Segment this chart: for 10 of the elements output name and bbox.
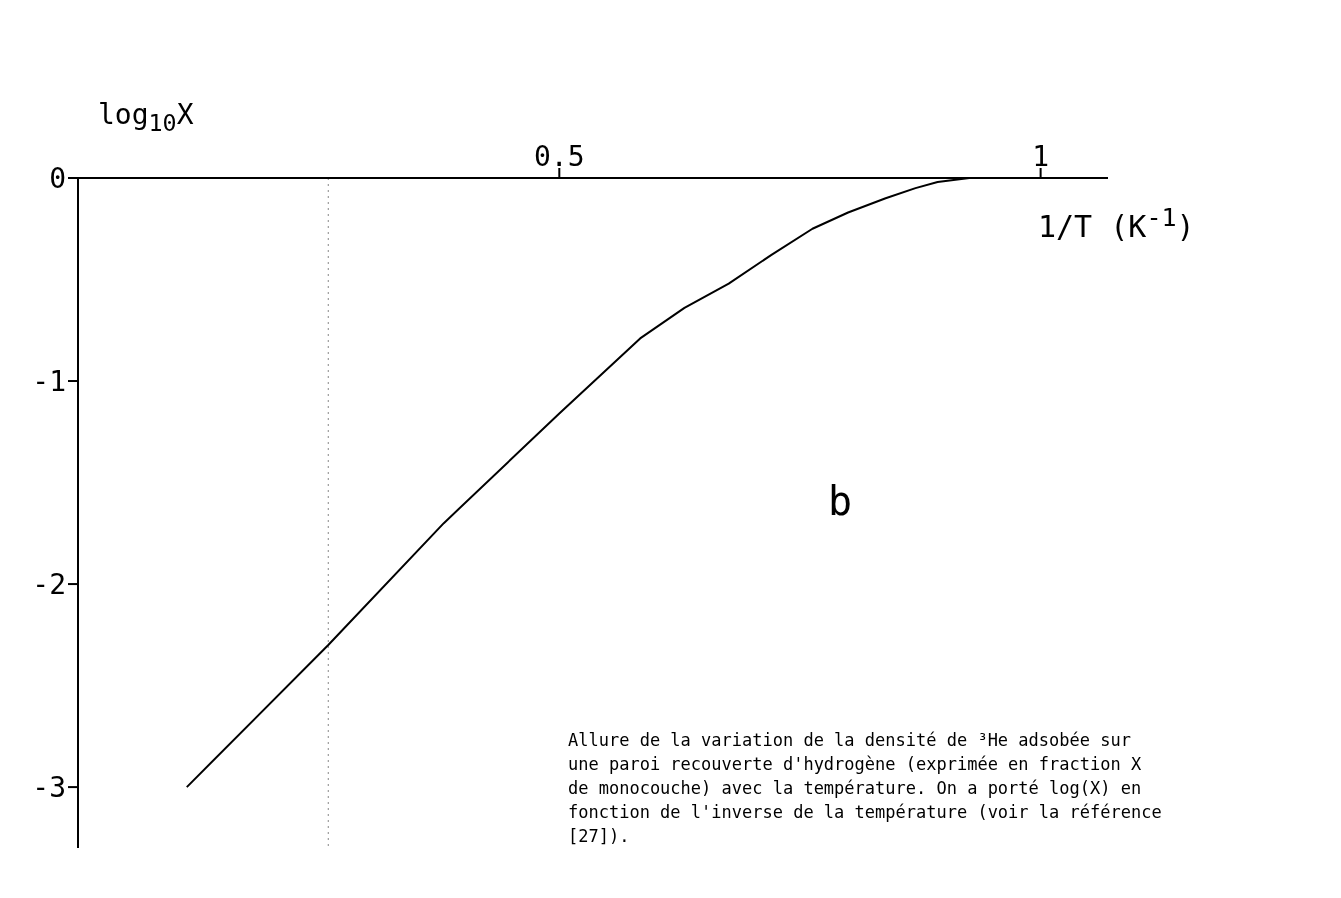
- x-tick-label: 0.5: [534, 140, 585, 173]
- y-tick-label: -1: [32, 364, 66, 398]
- annotation: b: [828, 478, 853, 524]
- y-axis-title: log$_{10}$X: [98, 98, 194, 137]
- annotation: Allure de la variation de la densité de ³He adsobée sur une paroi recouverte d'hydrogène (exprimée en fraction X de monocouche) avec la température. On a porté log(X) en fonction de l'inverse de la température (voir la référence [27]).: [568, 729, 1163, 848]
- x-tick-label: 1: [1032, 140, 1050, 173]
- y-tick-label: -2: [32, 568, 66, 601]
- x-axis-title: 1/T (K$^{-1}$): [1038, 203, 1195, 244]
- y-tick-label: 0: [49, 161, 66, 195]
- y-tick-label: -3: [32, 771, 66, 805]
